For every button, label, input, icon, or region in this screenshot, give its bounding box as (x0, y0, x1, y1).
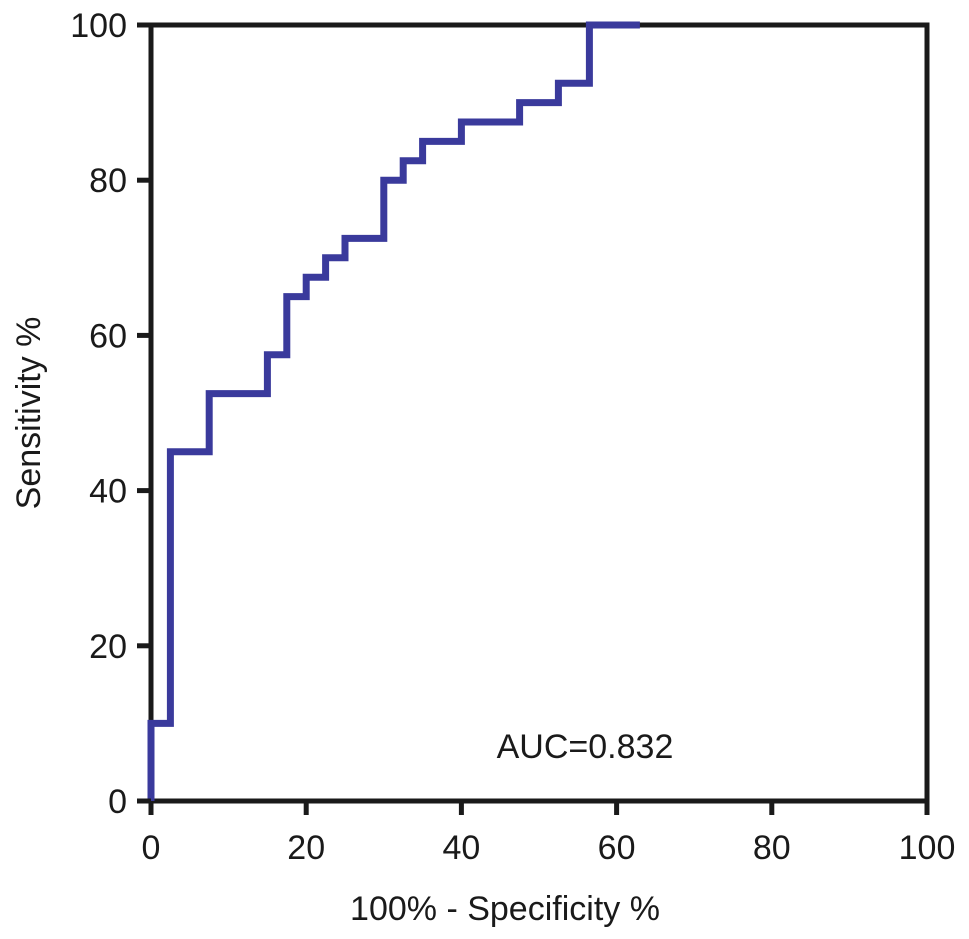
roc-curve-line (147, 21, 640, 801)
x-tick-label: 40 (442, 829, 480, 867)
x-axis-title: 100% - Specificity % (350, 890, 660, 928)
x-tick-label: 80 (753, 829, 791, 867)
y-tick-label: 100 (70, 7, 127, 45)
x-tick-label: 100 (899, 829, 956, 867)
y-tick-label: 80 (89, 162, 127, 200)
auc-annotation: AUC=0.832 (497, 728, 674, 766)
x-tick-label: 20 (287, 829, 325, 867)
x-tick-label: 60 (598, 829, 636, 867)
plot-frame (148, 22, 930, 804)
y-tick-label: 60 (89, 317, 127, 355)
y-tick-label: 40 (89, 473, 127, 511)
y-tick-label: 20 (89, 628, 127, 666)
y-axis-title: Sensitivity % (10, 317, 48, 510)
y-tick-label: 0 (108, 783, 127, 821)
x-tick-label: 0 (142, 829, 161, 867)
